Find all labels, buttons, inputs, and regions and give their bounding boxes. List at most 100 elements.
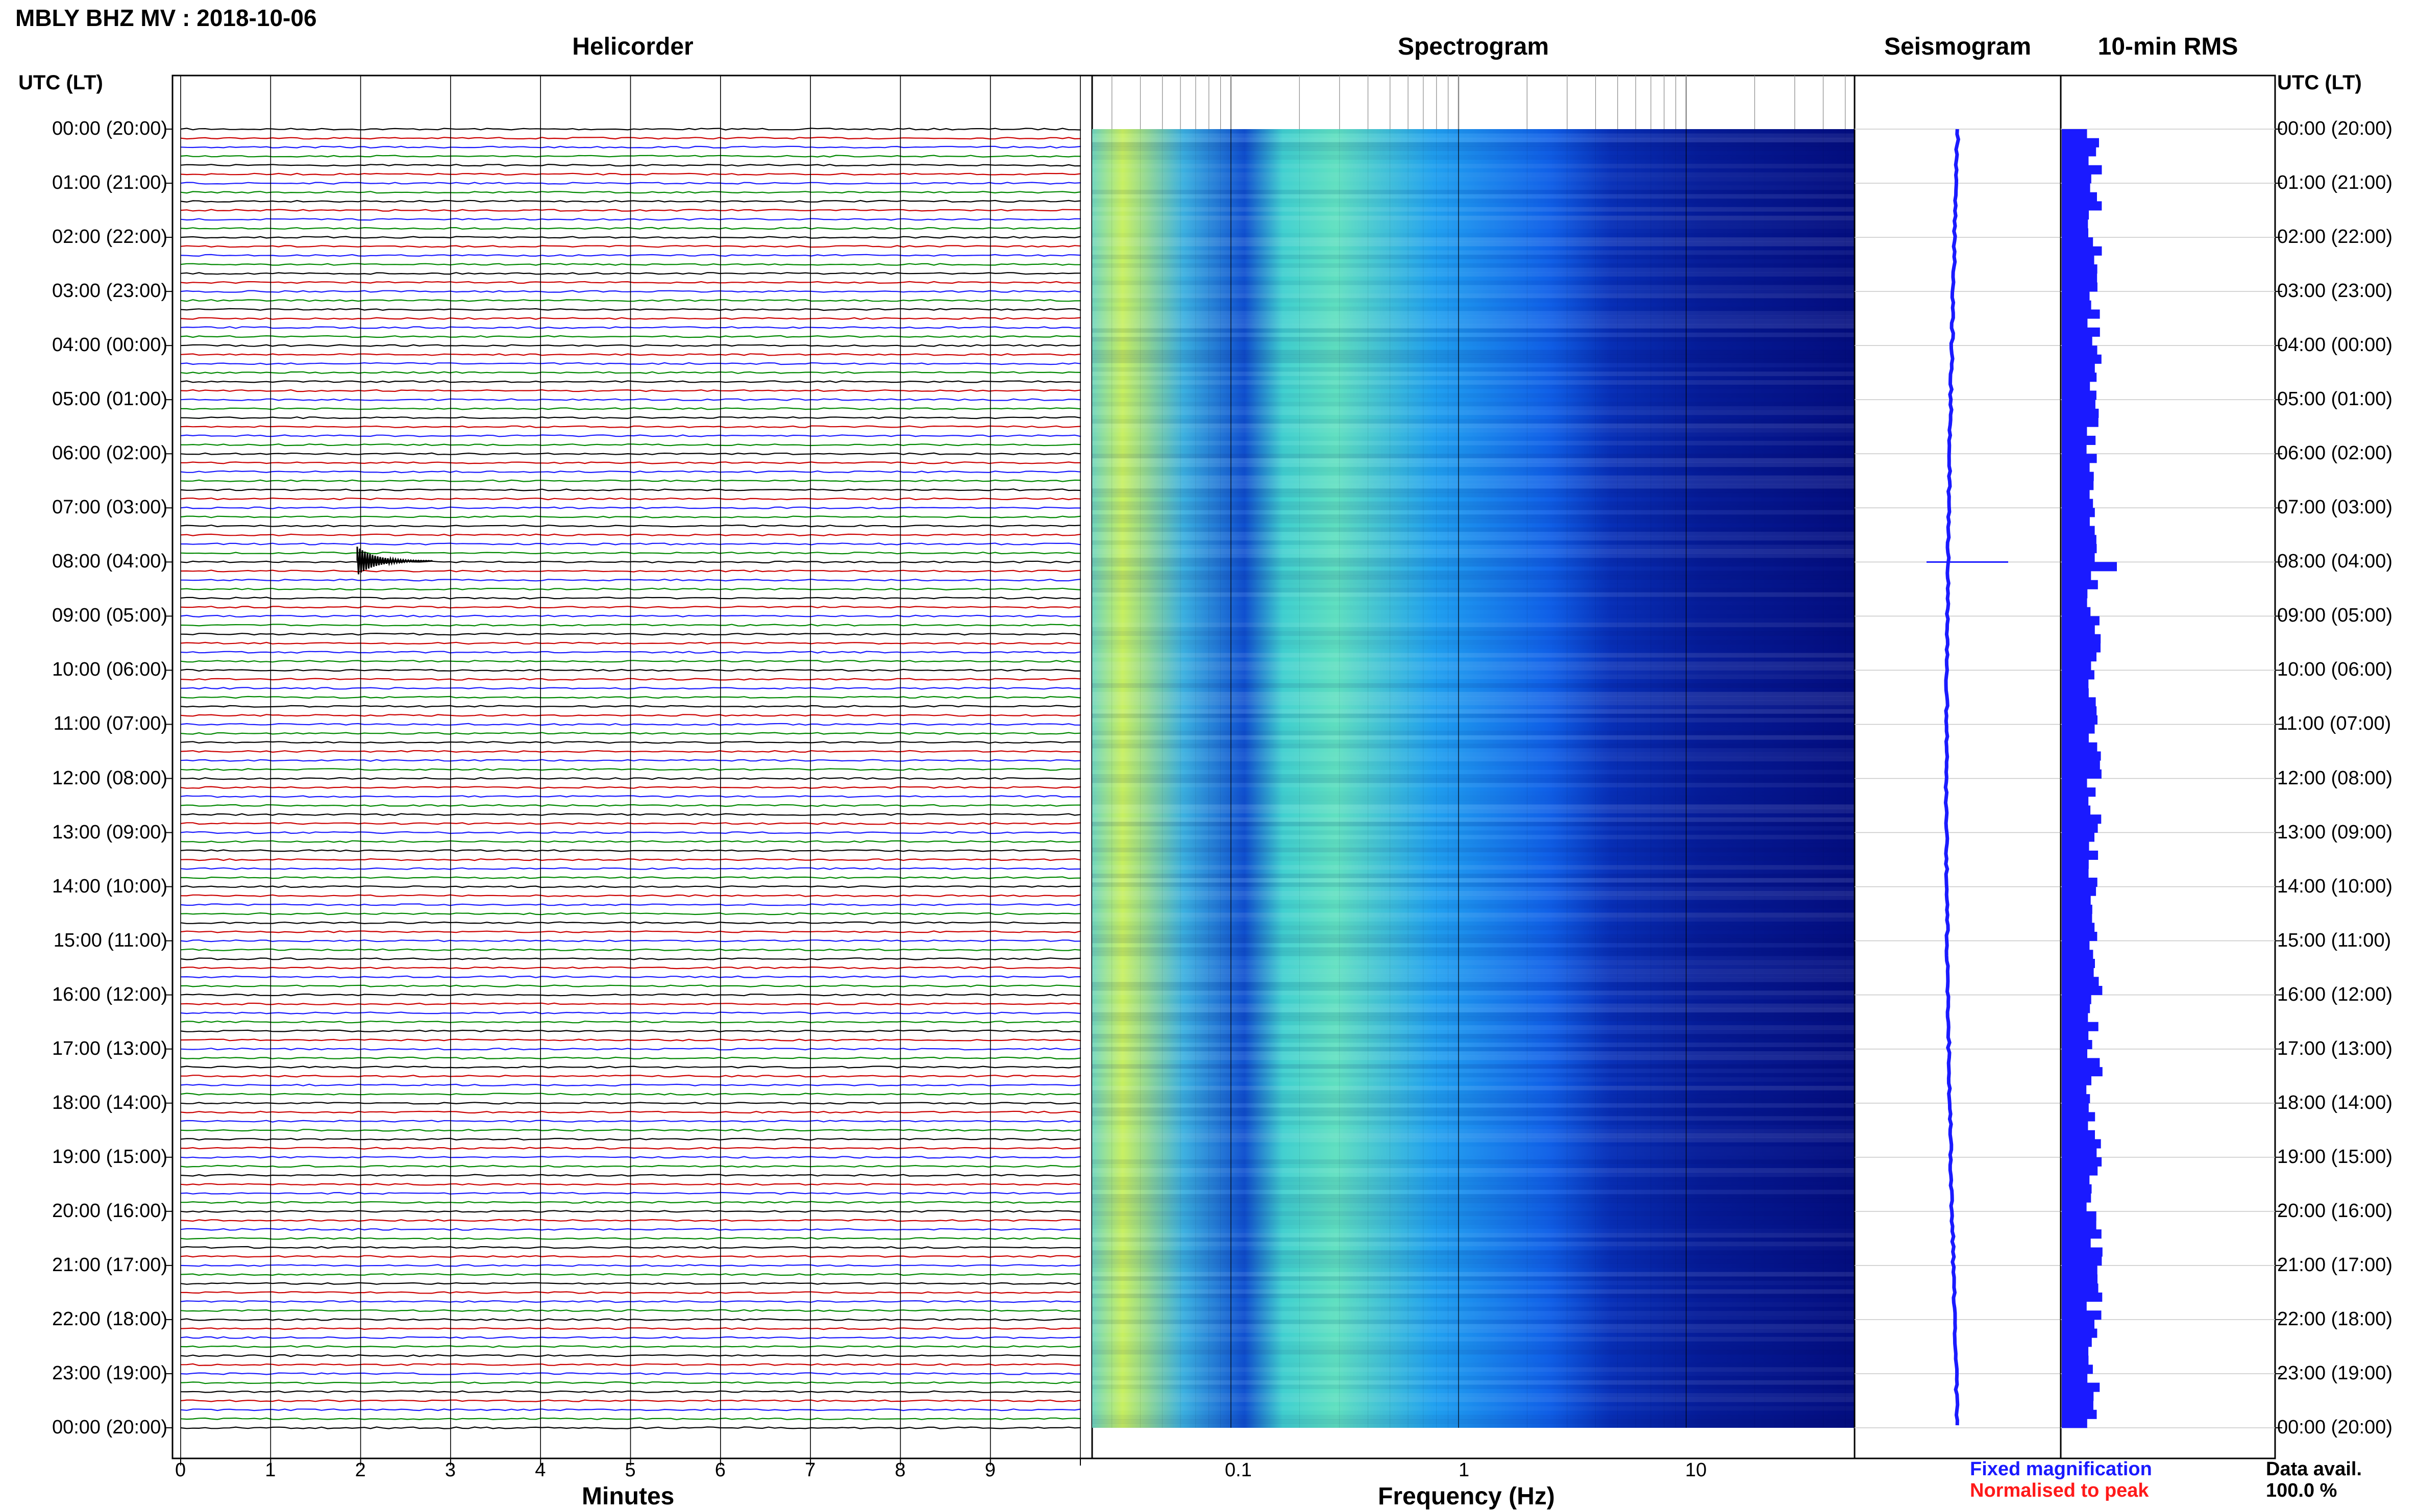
rms-bar: [2062, 923, 2095, 932]
time-tick-right: 23:00 (19:00): [2277, 1362, 2393, 1384]
rms-bar: [2062, 571, 2091, 581]
spectrogram-row: [1092, 445, 1855, 450]
spectrogram-row: [1092, 709, 1855, 714]
spectrogram-row: [1092, 225, 1855, 229]
time-tick-right: 04:00 (00:00): [2277, 334, 2393, 356]
time-tick-right: 03:00 (23:00): [2277, 280, 2393, 302]
spectrogram-row: [1092, 887, 1855, 891]
rms-bar: [2062, 1365, 2093, 1374]
spectrogram-row: [1092, 263, 1855, 268]
spectrogram-row: [1092, 1073, 1855, 1078]
rms-bar: [2062, 1013, 2088, 1023]
spectrogram-row: [1092, 1341, 1855, 1346]
rms-bar: [2062, 444, 2087, 454]
rms-bar: [2062, 318, 2088, 328]
time-tick-right: 00:00 (20:00): [2277, 1417, 2393, 1438]
spectrogram-row: [1092, 129, 1855, 134]
rms-bar: [2062, 769, 2102, 779]
spectrogram-row: [1092, 597, 1855, 601]
spectrogram-row: [1092, 787, 1855, 792]
spectrogram-row: [1092, 302, 1855, 307]
helicorder-minute-gridlines: [180, 76, 1081, 1458]
spectrogram-row: [1092, 215, 1855, 220]
spectrogram-row: [1092, 904, 1855, 909]
spectrogram-row: [1092, 1185, 1855, 1190]
rms-bar: [2062, 1337, 2092, 1347]
rms-bar: [2062, 481, 2094, 490]
rms-bar: [2062, 1328, 2097, 1338]
spectrogram-row: [1092, 203, 1855, 207]
time-tick-left: 00:00 (20:00): [52, 1417, 167, 1438]
spectrogram-row: [1092, 146, 1855, 151]
spectrogram-row: [1092, 272, 1855, 277]
spectrogram-row: [1092, 739, 1855, 744]
spectrogram-row: [1092, 233, 1855, 238]
spectrogram-row: [1092, 1350, 1855, 1355]
spectrogram-row: [1092, 969, 1855, 974]
spectrogram-row: [1092, 510, 1855, 515]
spectrogram-row: [1092, 514, 1855, 519]
rms-bar: [2062, 742, 2097, 752]
rms-bar: [2062, 174, 2091, 184]
spectrogram-row: [1092, 1055, 1855, 1060]
spectrogram-row: [1092, 1137, 1855, 1143]
spectrogram-row: [1092, 267, 1855, 272]
spectrogram-row: [1092, 1268, 1855, 1272]
rms-bar: [2062, 1283, 2099, 1293]
spectrogram-row: [1092, 990, 1855, 996]
spectrogram-row: [1092, 1181, 1855, 1186]
spectrogram-row: [1092, 571, 1855, 576]
spectrogram-row: [1092, 605, 1855, 610]
seismogram-panel: [1854, 75, 2062, 1459]
spectrogram-row: [1092, 1358, 1855, 1363]
spectrogram-row: [1092, 1189, 1855, 1195]
spectrogram-row: [1092, 133, 1855, 138]
spectrogram-row: [1092, 536, 1855, 541]
rms-bar: [2062, 553, 2095, 562]
rms-bar: [2062, 986, 2103, 996]
rms-bar: [2062, 598, 2087, 608]
time-tick-right: 06:00 (02:00): [2277, 442, 2393, 464]
spectrogram-row: [1092, 350, 1855, 355]
spectrogram-row: [1092, 285, 1855, 290]
spectrogram-row: [1092, 757, 1855, 762]
time-tick-left: 09:00 (05:00): [52, 605, 167, 627]
rms-bar: [2062, 688, 2089, 698]
rms-bar: [2062, 499, 2093, 508]
data-availability-value: 100.0 %: [2266, 1480, 2337, 1501]
minute-tick-label: 4: [535, 1459, 546, 1481]
spectrogram-row: [1092, 293, 1855, 299]
spectrogram-row: [1092, 1177, 1855, 1181]
spectrogram-row: [1092, 752, 1855, 757]
spectrogram-row: [1092, 566, 1855, 571]
utc-header-left: UTC (LT): [18, 71, 103, 94]
spectrogram-row: [1092, 358, 1855, 363]
spectrogram-row: [1092, 700, 1855, 705]
rms-bar: [2062, 1256, 2102, 1266]
spectrogram-row: [1092, 986, 1855, 991]
spectrogram-row-shading: [1092, 129, 1855, 1428]
spectrogram-row: [1092, 1029, 1855, 1034]
spectrogram-row: [1092, 1389, 1855, 1394]
time-tick-right: 22:00 (18:00): [2277, 1308, 2393, 1330]
helicorder-title: Helicorder: [572, 33, 694, 60]
spectrogram-row: [1092, 796, 1855, 800]
rms-bar: [2062, 1094, 2090, 1104]
minute-tick-label: 5: [625, 1459, 636, 1481]
spectrogram-row: [1092, 956, 1855, 960]
spectrogram-row: [1092, 848, 1855, 853]
spectrogram-row: [1092, 241, 1855, 246]
rms-bar: [2062, 1004, 2090, 1013]
time-tick-left: 23:00 (19:00): [52, 1362, 167, 1384]
time-tick-right: 08:00 (04:00): [2277, 551, 2393, 573]
spectrogram-row: [1092, 670, 1855, 675]
rms-bar: [2062, 1382, 2100, 1392]
rms-bar: [2062, 904, 2092, 914]
rms-bars: [2062, 129, 2117, 1428]
spectrogram-row: [1092, 1319, 1855, 1324]
rms-bar: [2062, 417, 2099, 427]
spectrogram-row: [1092, 964, 1855, 969]
spectrogram-row: [1092, 943, 1855, 948]
rms-bar: [2062, 1211, 2096, 1221]
time-tick-right: 20:00 (16:00): [2277, 1200, 2393, 1222]
